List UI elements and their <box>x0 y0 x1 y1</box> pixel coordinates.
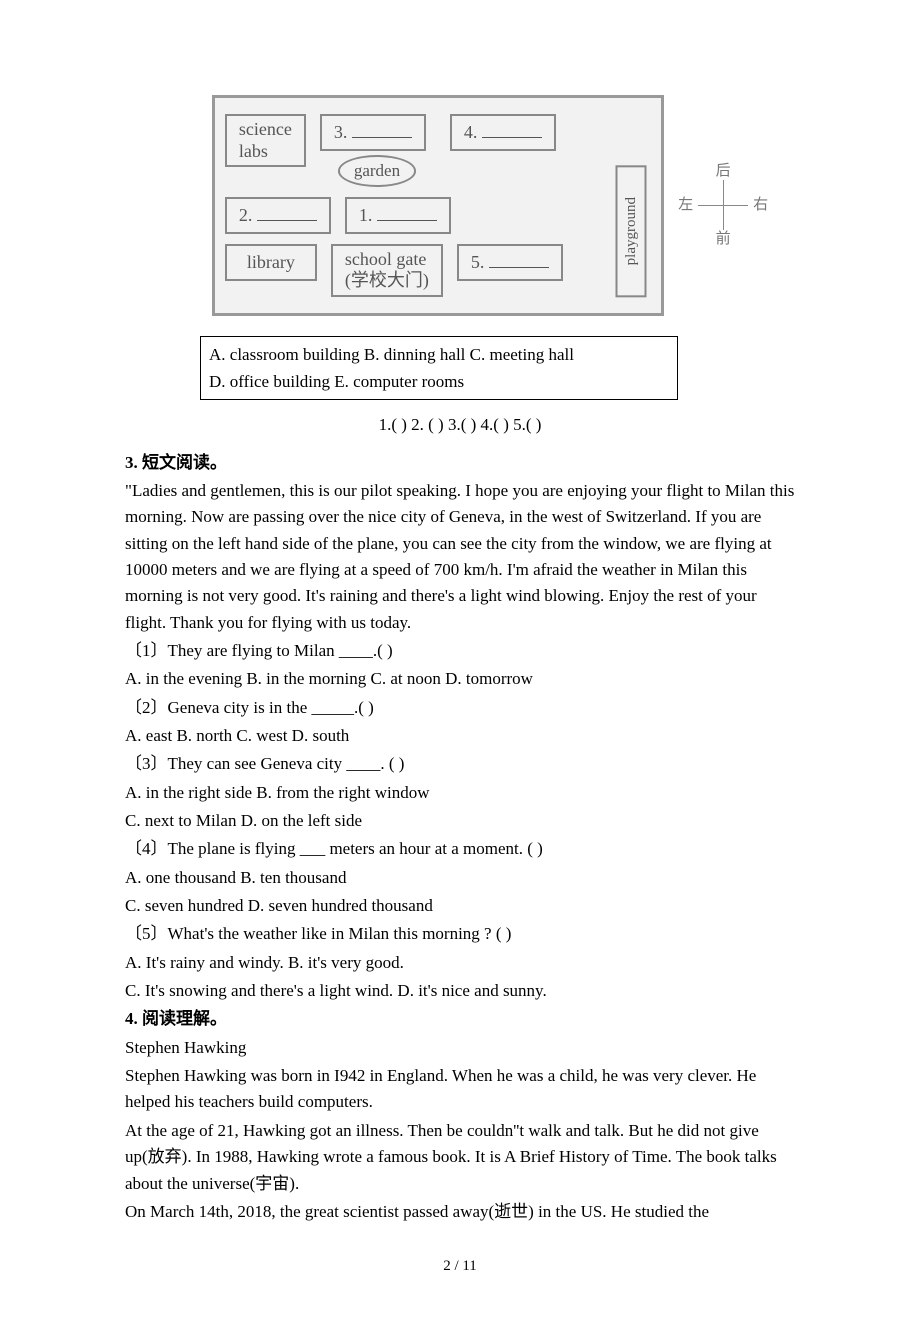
q3-item-8: A. one thousand B. ten thousand <box>125 865 795 891</box>
map-school-gate: school gate(学校大门) <box>331 244 443 297</box>
compass-left: 左 <box>678 194 693 217</box>
q3-item-11: A. It's rainy and windy. B. it's very go… <box>125 950 795 976</box>
map-garden: garden <box>338 155 416 187</box>
map-blank-3: 3. <box>320 114 426 151</box>
compass: 后 前 左 右 <box>678 160 768 250</box>
q3-item-10: 〔5〕What's the weather like in Milan this… <box>125 921 795 947</box>
map-library: library <box>225 244 317 281</box>
q4-p1: Stephen Hawking was born in I942 in Engl… <box>125 1063 795 1116</box>
map-blank-2: 2. <box>225 197 331 234</box>
q3-item-3: A. east B. north C. west D. south <box>125 723 795 749</box>
q3-passage: "Ladies and gentlemen, this is our pilot… <box>125 478 795 636</box>
q4-p2: At the age of 21, Hawking got an illness… <box>125 1118 795 1197</box>
q3-title: 3. 短文阅读。 <box>125 453 227 472</box>
options-line-1: A. classroom building B. dinning hall C.… <box>209 341 669 368</box>
q3-item-6: C. next to Milan D. on the left side <box>125 808 795 834</box>
q3-item-9: C. seven hundred D. seven hundred thousa… <box>125 893 795 919</box>
q3-item-7: 〔4〕The plane is flying ___ meters an hou… <box>125 836 795 862</box>
q3-item-2: 〔2〕Geneva city is in the _____.( ) <box>125 695 795 721</box>
options-box: A. classroom building B. dinning hall C.… <box>200 336 678 400</box>
school-map: science labs 3. 4. garden 2. 1. playgrou… <box>212 95 664 316</box>
q3-item-5: A. in the right side B. from the right w… <box>125 780 795 806</box>
compass-bottom: 前 <box>716 228 731 251</box>
q3-item-12: C. It's snowing and there's a light wind… <box>125 978 795 1004</box>
q3-item-1: A. in the evening B. in the morning C. a… <box>125 666 795 692</box>
answer-slots: 1.( ) 2. ( ) 3.( ) 4.( ) 5.( ) <box>125 412 795 438</box>
q4-heading: Stephen Hawking <box>125 1035 795 1061</box>
map-blank-4: 4. <box>450 114 556 151</box>
map-blank-1: 1. <box>345 197 451 234</box>
page-number: 2 / 11 <box>125 1255 795 1278</box>
q4-p3: On March 14th, 2018, the great scientist… <box>125 1199 795 1225</box>
options-line-2: D. office building E. computer rooms <box>209 368 669 395</box>
q3-item-0: 〔1〕They are flying to Milan ____.( ) <box>125 638 795 664</box>
map-blank-5: 5. <box>457 244 563 281</box>
q4-title: 4. 阅读理解。 <box>125 1009 227 1028</box>
compass-right: 右 <box>753 194 768 217</box>
map-science-labs: science labs <box>225 114 306 167</box>
q3-item-4: 〔3〕They can see Geneva city ____. ( ) <box>125 751 795 777</box>
